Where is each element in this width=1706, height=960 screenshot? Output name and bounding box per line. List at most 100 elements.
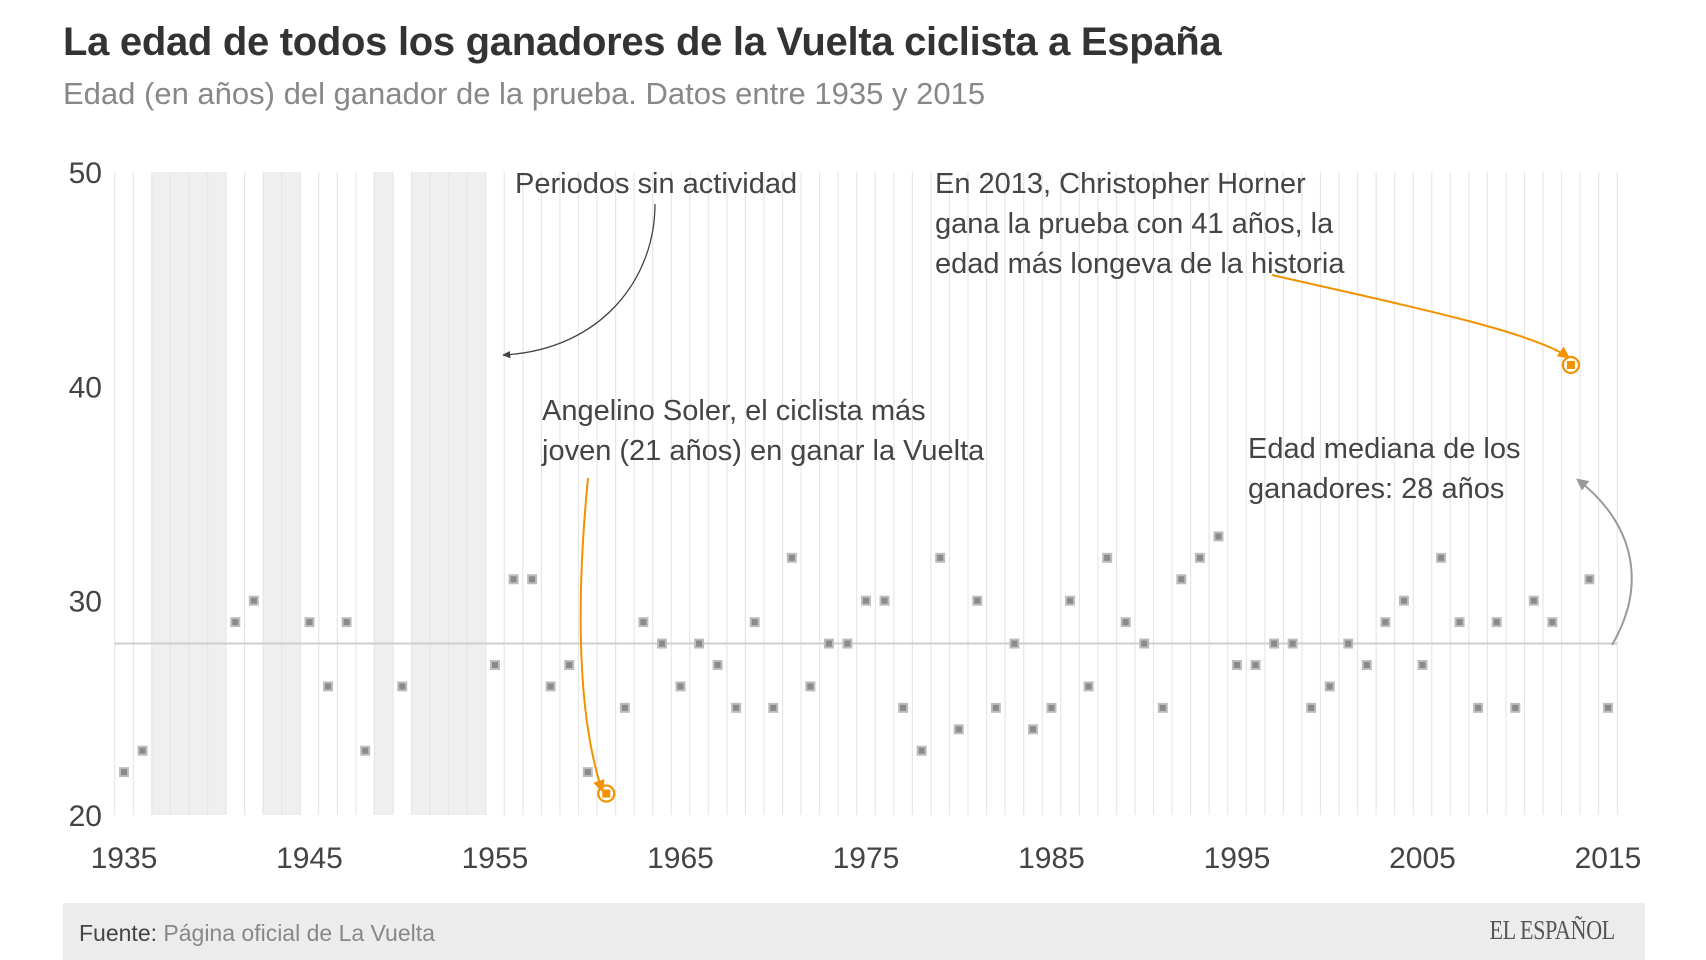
data-point xyxy=(712,659,723,670)
data-point-inner xyxy=(1159,704,1166,711)
data-point xyxy=(805,681,816,692)
data-point xyxy=(1232,659,1242,670)
data-point-inner xyxy=(677,683,684,690)
data-point xyxy=(823,638,834,649)
data-point xyxy=(1528,595,1539,606)
data-point-inner xyxy=(881,597,888,604)
highlight-point xyxy=(1561,355,1581,375)
no-race-band xyxy=(188,172,208,816)
data-point-inner xyxy=(1252,661,1259,668)
data-point xyxy=(304,617,315,628)
data-point-inner xyxy=(1326,683,1333,690)
data-point-inner xyxy=(1438,554,1445,561)
data-point-inner xyxy=(529,576,536,583)
data-points xyxy=(119,531,1613,778)
no-race-bands xyxy=(151,172,486,816)
source-text: Fuente: Página oficial de La Vuelta xyxy=(79,920,435,947)
source-link[interactable]: Página oficial de La Vuelta xyxy=(163,920,435,946)
data-point-inner xyxy=(640,619,647,626)
data-point-inner xyxy=(325,683,332,690)
data-point-inner xyxy=(1493,619,1500,626)
data-point xyxy=(749,617,760,628)
data-point-inner xyxy=(1234,661,1240,668)
footer-bar: Fuente: Página oficial de La Vuelta EL E… xyxy=(63,903,1645,960)
data-point xyxy=(1547,617,1558,628)
y-tick-label: 50 xyxy=(69,157,102,190)
data-point-inner xyxy=(121,769,127,776)
data-point-inner xyxy=(362,747,369,754)
data-point xyxy=(527,574,538,585)
data-point xyxy=(953,724,964,735)
no-race-band xyxy=(207,172,227,816)
x-tick-label: 1945 xyxy=(276,842,343,875)
data-point-inner xyxy=(584,769,591,776)
data-point xyxy=(508,574,519,585)
data-point xyxy=(786,552,797,563)
data-point xyxy=(879,595,890,606)
data-point-inner xyxy=(1586,576,1593,583)
data-point xyxy=(1269,638,1280,649)
data-point-inner xyxy=(696,640,703,647)
data-point xyxy=(1213,531,1224,542)
data-point xyxy=(545,681,556,692)
data-point-inner xyxy=(1048,704,1055,711)
data-point-inner xyxy=(807,683,814,690)
data-point-inner xyxy=(399,683,406,690)
data-point-inner xyxy=(1308,704,1315,711)
data-point xyxy=(842,638,853,649)
data-point xyxy=(1491,617,1502,628)
data-point-inner xyxy=(566,661,573,668)
x-tick-label: 1975 xyxy=(833,842,900,875)
data-point xyxy=(1473,702,1484,713)
data-point-inner xyxy=(1122,619,1129,626)
data-point xyxy=(323,681,334,692)
data-point-inner xyxy=(343,619,350,626)
annotation-horner-line-1: En 2013, Christopher Horner xyxy=(935,168,1306,200)
data-point xyxy=(675,681,686,692)
data-point xyxy=(1102,552,1113,563)
data-point xyxy=(341,617,352,628)
scatter-chart: 20 30 40 50 1935 1945 1955 1965 1975 1985 1995 200… xyxy=(69,157,1642,875)
data-point xyxy=(1176,574,1187,585)
highlight-marker xyxy=(602,789,611,798)
y-tick-label: 30 xyxy=(69,586,102,619)
data-point-inner xyxy=(788,554,795,561)
data-point-inner xyxy=(1382,619,1389,626)
data-point-inner xyxy=(1178,576,1185,583)
data-point-inner xyxy=(658,640,665,647)
data-point-inner xyxy=(1215,533,1222,540)
data-point xyxy=(248,595,259,606)
no-race-band xyxy=(170,172,189,816)
data-point-inner xyxy=(621,704,628,711)
el-espanol-logo: EL ESPAÑOL xyxy=(1489,915,1616,945)
data-point-inner xyxy=(1104,554,1111,561)
data-point xyxy=(1306,702,1317,713)
data-point xyxy=(972,595,983,606)
data-point xyxy=(582,767,593,778)
annotation-median-line-2: ganadores: 28 años xyxy=(1248,473,1504,505)
data-point-inner xyxy=(900,704,907,711)
data-point xyxy=(1083,681,1094,692)
data-point xyxy=(731,702,742,713)
data-point xyxy=(1027,724,1038,735)
no-race-band xyxy=(281,172,301,816)
data-point-inner xyxy=(306,619,313,626)
no-race-band xyxy=(374,172,393,816)
no-race-band xyxy=(151,172,171,816)
data-point xyxy=(1380,617,1391,628)
data-point-inner xyxy=(1141,640,1148,647)
y-tick-label: 40 xyxy=(69,371,102,404)
data-point-inner xyxy=(1475,704,1482,711)
data-point-inner xyxy=(232,619,239,626)
data-point xyxy=(397,681,408,692)
x-tick-label: 1965 xyxy=(647,842,714,875)
x-axis-ticks: 1935 1945 1955 1965 1975 1985 1995 2005 2015 xyxy=(91,842,1642,875)
x-tick-label: 1995 xyxy=(1204,842,1271,875)
data-point xyxy=(360,745,371,756)
data-point-inner xyxy=(1605,704,1611,711)
data-point xyxy=(119,767,129,778)
data-point xyxy=(1250,659,1261,670)
data-point xyxy=(1065,595,1076,606)
arrow-soler xyxy=(579,477,605,793)
x-tick-label: 2015 xyxy=(1575,842,1642,875)
